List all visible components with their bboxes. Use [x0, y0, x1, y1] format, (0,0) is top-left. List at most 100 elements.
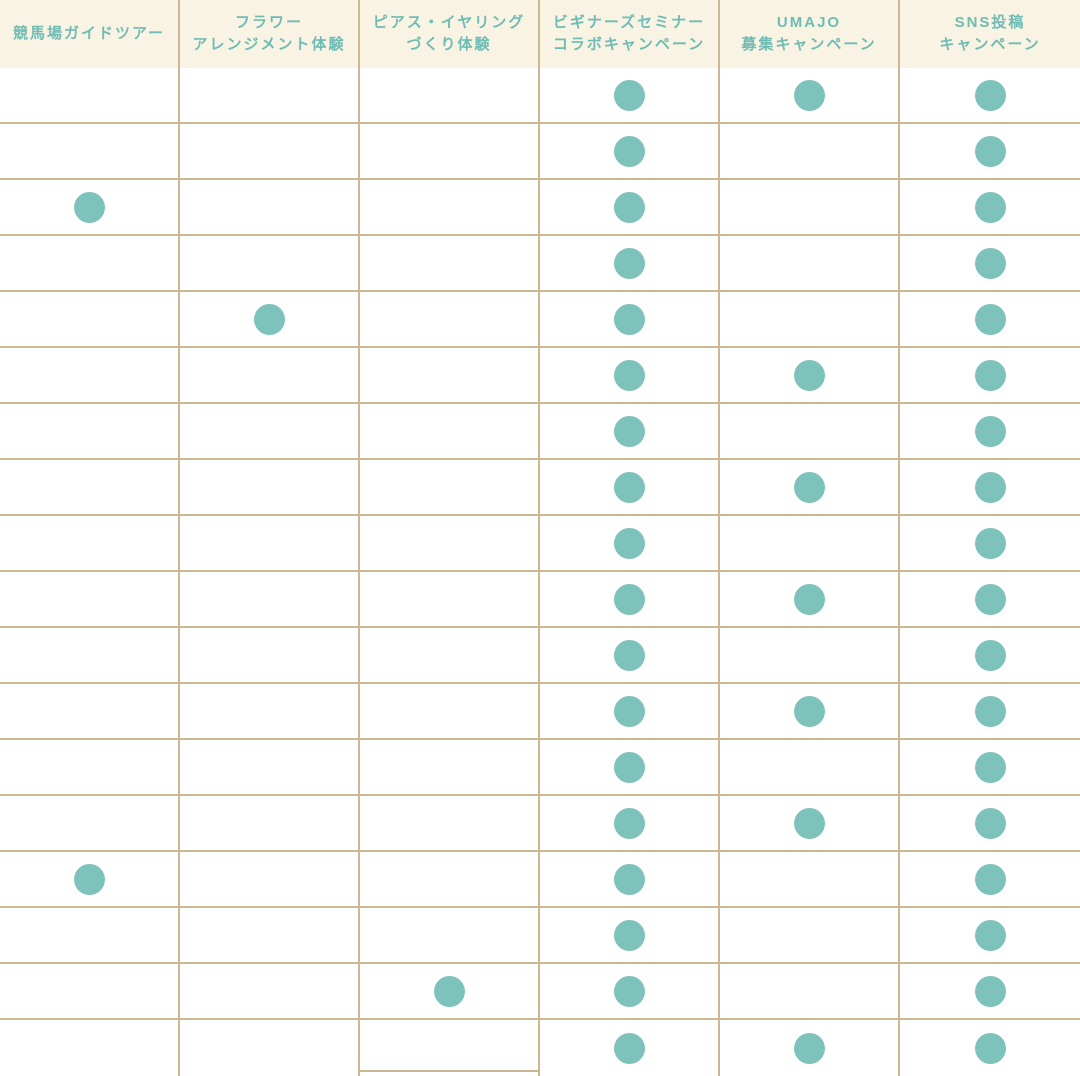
- cell-row10-flower-arrangement-experience: [180, 572, 360, 628]
- cell-row17-flower-arrangement-experience: [180, 964, 360, 1020]
- cell-row15-racecourse-guide-tour: [0, 852, 180, 908]
- cell-row1-racecourse-guide-tour: [0, 68, 180, 124]
- cell-row13-beginners-seminar-collab-campaign: [540, 740, 720, 796]
- cell-row3-flower-arrangement-experience: [180, 180, 360, 236]
- cell-row1-beginners-seminar-collab-campaign: [540, 68, 720, 124]
- table-row-4: [0, 236, 1080, 292]
- cell-row6-sns-post-campaign: [900, 348, 1080, 404]
- cell-row11-flower-arrangement-experience: [180, 628, 360, 684]
- column-header-label: SNS投稿: [954, 14, 1026, 31]
- participation-dot: [613, 583, 645, 615]
- cell-row17-beginners-seminar-collab-campaign: [540, 964, 720, 1020]
- column-header-label: 競馬場ガイドツアー: [12, 25, 166, 42]
- cell-row10-pierce-earring-making-experience: [360, 572, 540, 628]
- cell-row8-flower-arrangement-experience: [180, 460, 360, 516]
- column-header-pierce-earring-making-experience: ピアス・イヤリング づくり体験: [360, 0, 540, 68]
- cell-row18-flower-arrangement-experience: [180, 1020, 360, 1076]
- participation-dot: [974, 471, 1006, 503]
- participation-dot: [974, 415, 1006, 447]
- table-row-16: [0, 908, 1080, 964]
- participation-dot: [974, 247, 1006, 279]
- cell-row13-pierce-earring-making-experience: [360, 740, 540, 796]
- cell-row5-sns-post-campaign: [900, 292, 1080, 348]
- table-row-13: [0, 740, 1080, 796]
- cell-row8-sns-post-campaign: [900, 460, 1080, 516]
- column-header-label: コラボキャンペーン: [552, 36, 706, 53]
- cell-row10-beginners-seminar-collab-campaign: [540, 572, 720, 628]
- cell-row2-sns-post-campaign: [900, 124, 1080, 180]
- participation-dot: [974, 639, 1006, 671]
- cell-row11-sns-post-campaign: [900, 628, 1080, 684]
- cell-row9-racecourse-guide-tour: [0, 516, 180, 572]
- column-header-label: 募集キャンペーン: [741, 36, 877, 53]
- column-header-umajo-recruitment-campaign: UMAJO 募集キャンペーン: [720, 0, 900, 68]
- cell-row12-umajo-recruitment-campaign: [720, 684, 900, 740]
- participation-dot: [613, 79, 645, 111]
- participation-dot: [974, 303, 1006, 335]
- participation-dot: [974, 359, 1006, 391]
- cell-row16-flower-arrangement-experience: [180, 908, 360, 964]
- participation-dot: [974, 863, 1006, 895]
- table-row-11: [0, 628, 1080, 684]
- participation-dot: [253, 303, 285, 335]
- cell-row11-umajo-recruitment-campaign: [720, 628, 900, 684]
- participation-dot: [974, 79, 1006, 111]
- participation-dot: [613, 527, 645, 559]
- cell-row1-sns-post-campaign: [900, 68, 1080, 124]
- participation-dot: [613, 1032, 645, 1064]
- cell-row18-beginners-seminar-collab-campaign: [540, 1020, 720, 1076]
- cell-row8-beginners-seminar-collab-campaign: [540, 460, 720, 516]
- column-header-label: フラワー: [234, 14, 303, 31]
- cell-row1-pierce-earring-making-experience: [360, 68, 540, 124]
- cell-row14-sns-post-campaign: [900, 796, 1080, 852]
- cell-row18-pierce-earring-making-experience: [360, 1020, 540, 1076]
- cell-row4-racecourse-guide-tour: [0, 236, 180, 292]
- cell-row15-beginners-seminar-collab-campaign: [540, 852, 720, 908]
- participation-dot: [73, 191, 105, 223]
- participation-dot: [613, 303, 645, 335]
- cell-row15-pierce-earring-making-experience: [360, 852, 540, 908]
- participation-dot: [974, 695, 1006, 727]
- cell-row11-pierce-earring-making-experience: [360, 628, 540, 684]
- cell-row2-pierce-earring-making-experience: [360, 124, 540, 180]
- cell-row18-racecourse-guide-tour: [0, 1020, 180, 1076]
- participation-dot: [974, 583, 1006, 615]
- table-row-8: [0, 460, 1080, 516]
- column-header-label: UMAJO: [776, 14, 842, 31]
- cell-row16-sns-post-campaign: [900, 908, 1080, 964]
- participation-dot: [613, 191, 645, 223]
- participation-dot: [974, 751, 1006, 783]
- cell-row9-beginners-seminar-collab-campaign: [540, 516, 720, 572]
- cell-row2-beginners-seminar-collab-campaign: [540, 124, 720, 180]
- cell-row5-flower-arrangement-experience: [180, 292, 360, 348]
- cell-row6-pierce-earring-making-experience: [360, 348, 540, 404]
- participation-dot: [73, 863, 105, 895]
- cell-row9-umajo-recruitment-campaign: [720, 516, 900, 572]
- participation-dot: [613, 751, 645, 783]
- cell-row17-sns-post-campaign: [900, 964, 1080, 1020]
- cell-row2-flower-arrangement-experience: [180, 124, 360, 180]
- cell-row14-beginners-seminar-collab-campaign: [540, 796, 720, 852]
- cell-row15-umajo-recruitment-campaign: [720, 852, 900, 908]
- cell-row7-flower-arrangement-experience: [180, 404, 360, 460]
- cell-row18-umajo-recruitment-campaign: [720, 1020, 900, 1076]
- participation-dot: [613, 359, 645, 391]
- cell-row5-beginners-seminar-collab-campaign: [540, 292, 720, 348]
- cell-row3-beginners-seminar-collab-campaign: [540, 180, 720, 236]
- cell-row10-racecourse-guide-tour: [0, 572, 180, 628]
- cell-row14-flower-arrangement-experience: [180, 796, 360, 852]
- cell-row6-flower-arrangement-experience: [180, 348, 360, 404]
- cell-row17-pierce-earring-making-experience: [360, 964, 540, 1020]
- cell-row4-beginners-seminar-collab-campaign: [540, 236, 720, 292]
- participation-dot: [613, 135, 645, 167]
- cell-row12-sns-post-campaign: [900, 684, 1080, 740]
- participation-dot: [974, 1032, 1006, 1064]
- cell-row12-beginners-seminar-collab-campaign: [540, 684, 720, 740]
- cell-row7-beginners-seminar-collab-campaign: [540, 404, 720, 460]
- table-row-14: [0, 796, 1080, 852]
- cell-row7-racecourse-guide-tour: [0, 404, 180, 460]
- cell-row10-sns-post-campaign: [900, 572, 1080, 628]
- participation-dot: [613, 863, 645, 895]
- cell-row9-sns-post-campaign: [900, 516, 1080, 572]
- participation-dot: [613, 975, 645, 1007]
